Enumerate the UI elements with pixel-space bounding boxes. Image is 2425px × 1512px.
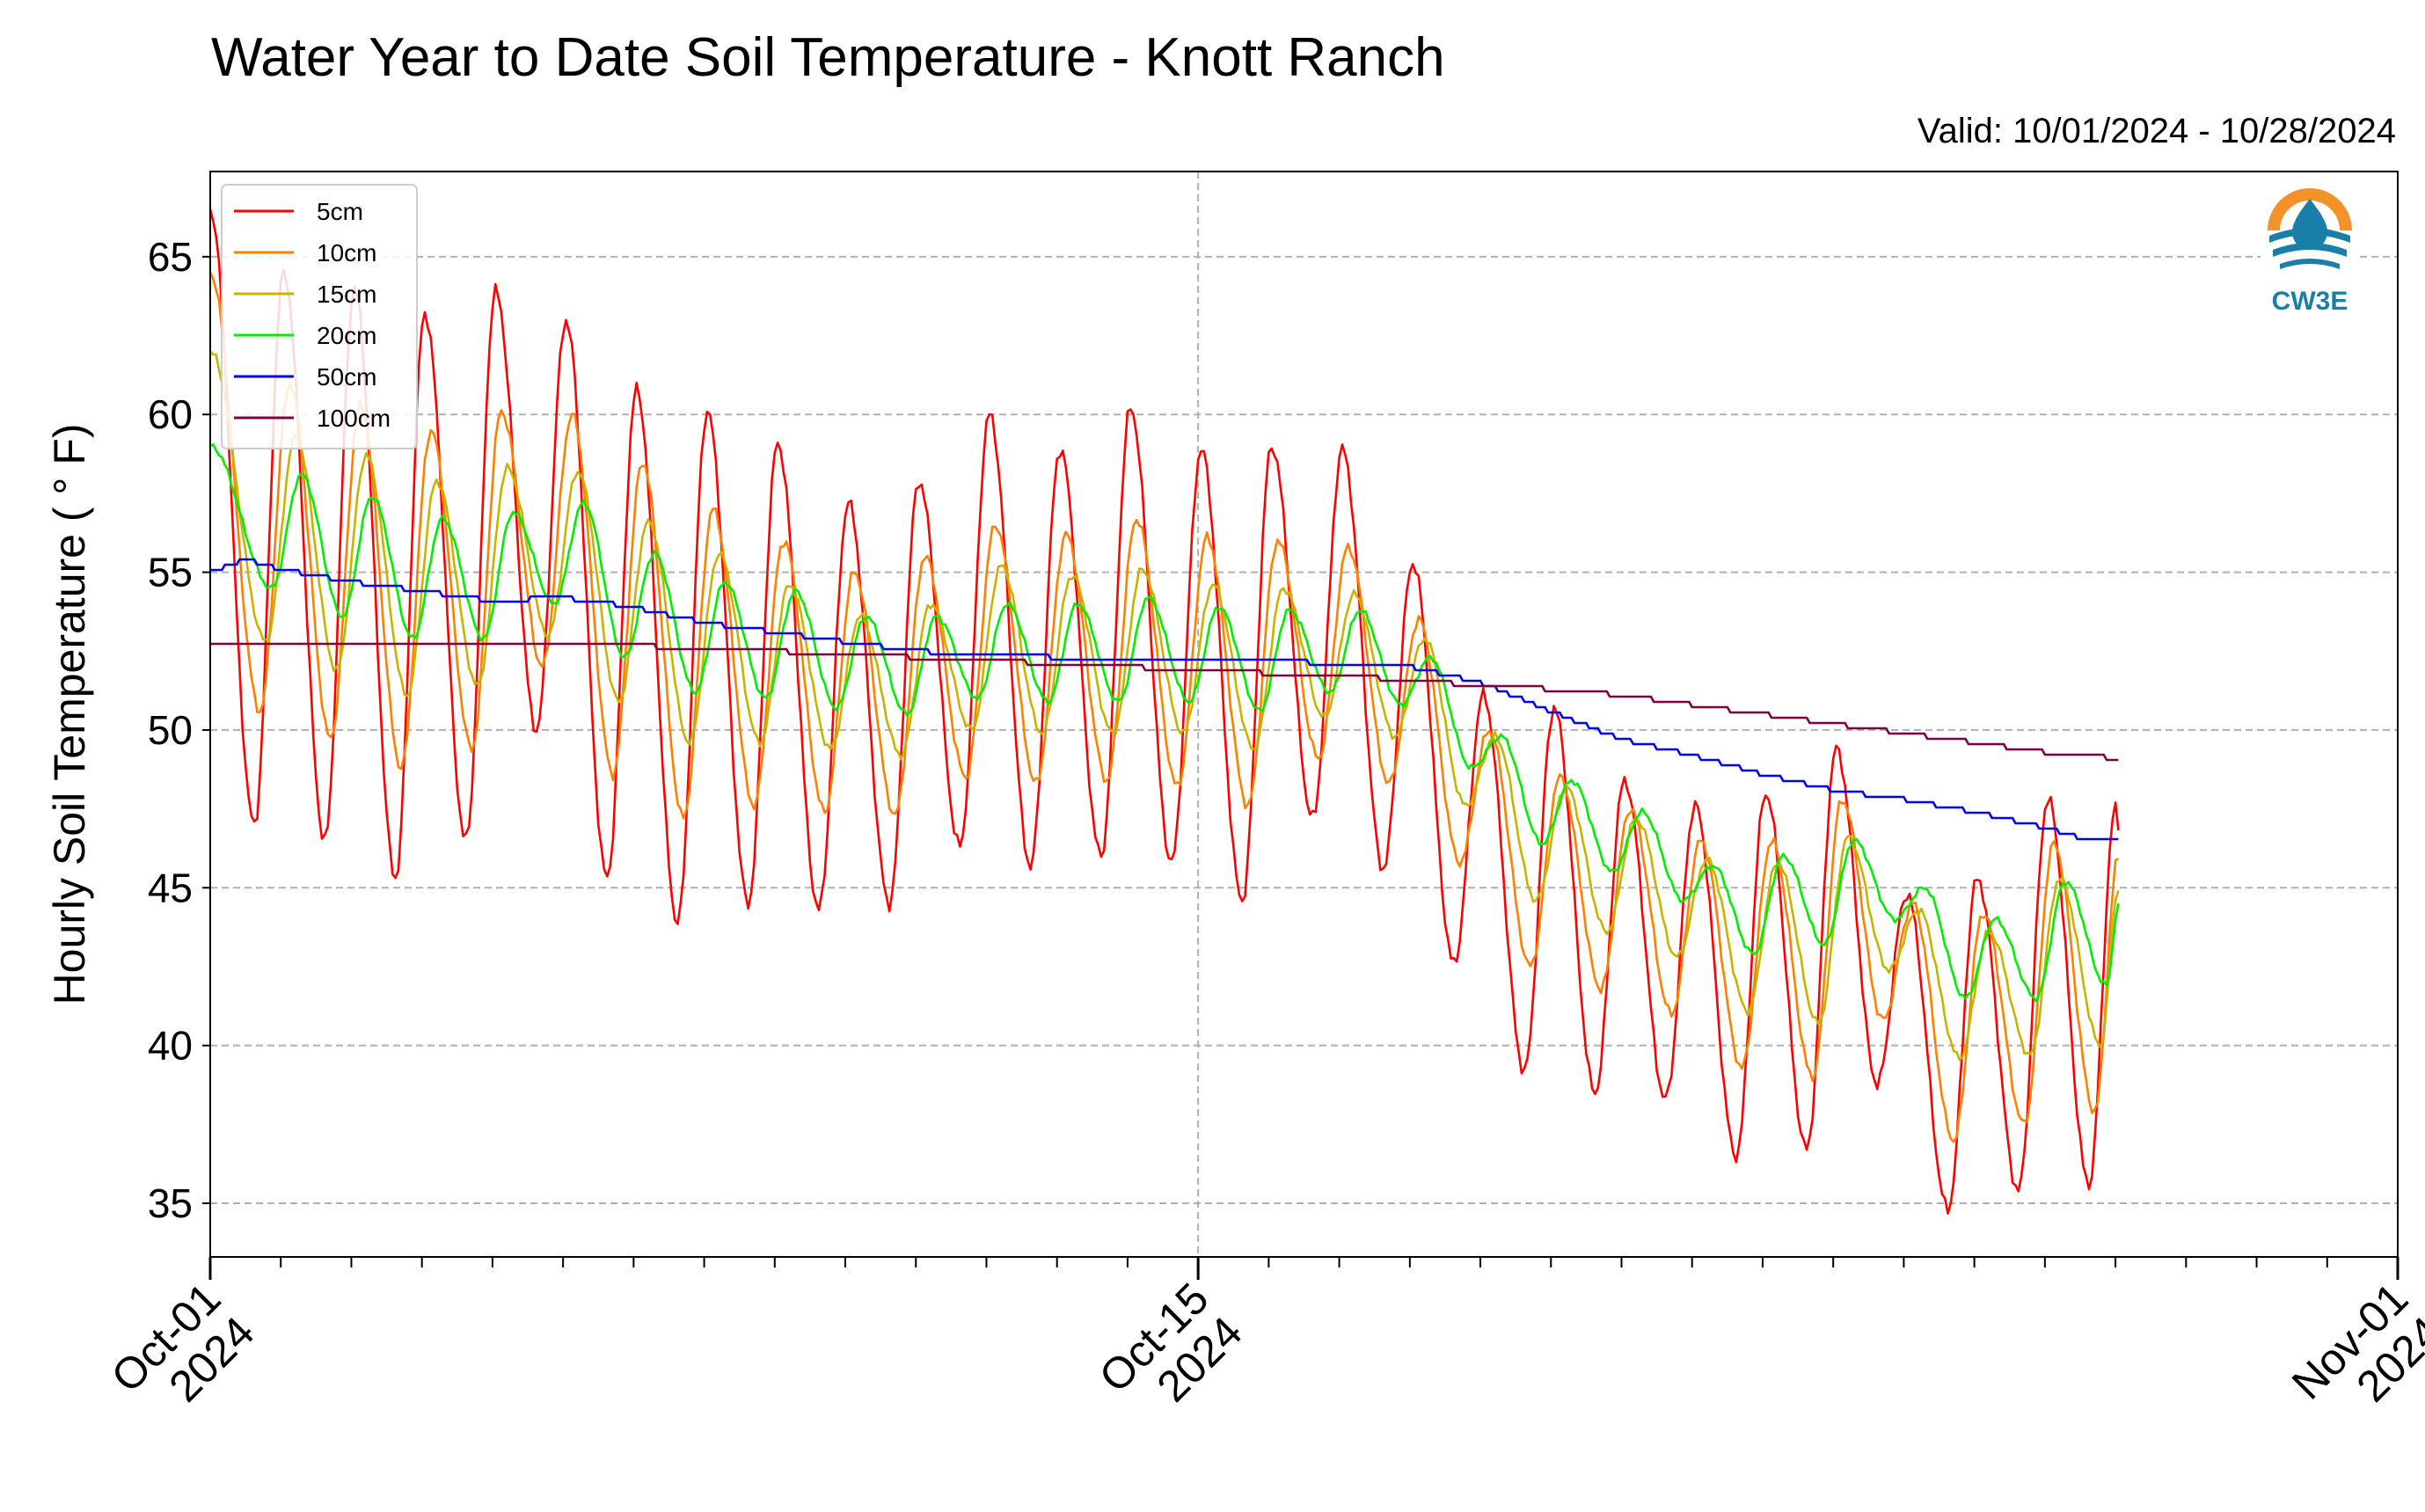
legend-label-100cm: 100cm bbox=[317, 405, 391, 432]
y-tick-label: 45 bbox=[148, 865, 193, 910]
series-line-10cm bbox=[208, 272, 2120, 1143]
legend-label-20cm: 20cm bbox=[317, 322, 376, 349]
grid bbox=[209, 172, 2399, 1257]
legend-label-10cm: 10cm bbox=[317, 239, 376, 267]
series-line-5cm bbox=[208, 208, 2120, 1215]
chart-title: Water Year to Date Soil Temperature - Kn… bbox=[211, 27, 1445, 88]
cw3e-logo: CW3E bbox=[2261, 188, 2359, 316]
legend-box bbox=[221, 184, 418, 449]
logo-text: CW3E bbox=[2272, 287, 2348, 316]
legend-label-15cm: 15cm bbox=[317, 281, 376, 308]
y-tick-label: 50 bbox=[148, 707, 193, 753]
logo-drop-icon bbox=[2292, 199, 2327, 250]
series-lines bbox=[208, 208, 2120, 1215]
y-tick-label: 35 bbox=[148, 1180, 193, 1226]
y-tick-label: 40 bbox=[148, 1023, 193, 1069]
valid-date-range: Valid: 10/01/2024 - 10/28/2024 bbox=[1917, 112, 2396, 150]
logo-wave-icon bbox=[2269, 228, 2350, 243]
y-tick-label: 55 bbox=[148, 550, 193, 595]
legend: 5cm 10cm 15cm 20cm 50cm 100cm bbox=[221, 184, 418, 449]
series-line-20cm bbox=[209, 443, 2120, 1003]
y-tick-label: 65 bbox=[148, 234, 193, 280]
series-line-15cm bbox=[209, 350, 2120, 1062]
y-tick-label: 60 bbox=[148, 391, 193, 437]
plot-frame bbox=[209, 171, 2399, 1258]
series-line-50cm bbox=[210, 558, 2119, 841]
legend-label-5cm: 5cm bbox=[317, 198, 363, 225]
series-line-100cm bbox=[210, 642, 2119, 762]
legend-label-50cm: 50cm bbox=[317, 363, 376, 391]
y-axis-label: Hourly Soil Temperature ( ° F) bbox=[45, 424, 94, 1005]
